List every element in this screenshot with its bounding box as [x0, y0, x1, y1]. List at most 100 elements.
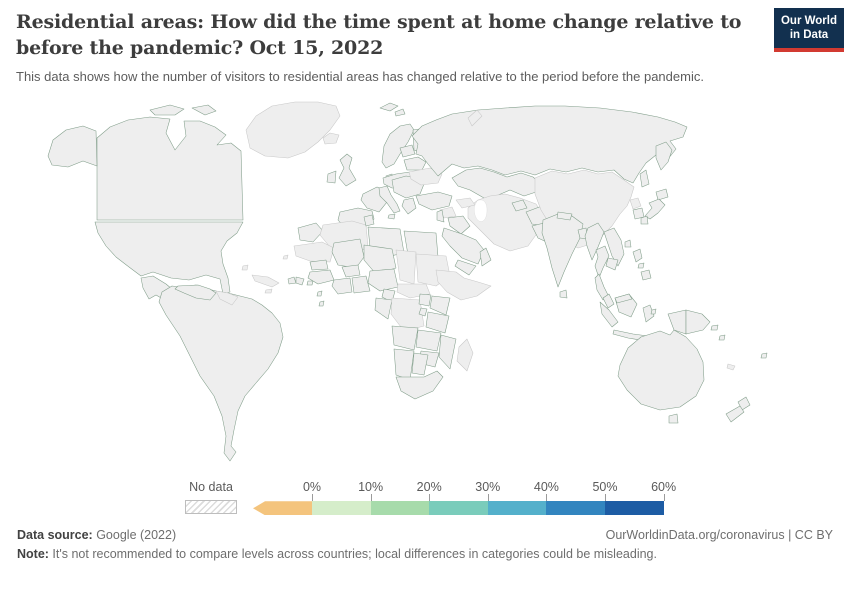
region-moluccas[interactable] — [650, 309, 657, 315]
country-cote-divoire[interactable] — [331, 278, 353, 295]
country-haiti[interactable] — [287, 277, 297, 285]
country-zambia[interactable] — [415, 330, 442, 352]
country-australia[interactable] — [617, 330, 705, 411]
region-baltics[interactable] — [399, 145, 416, 158]
country-philippines-visayas[interactable] — [637, 263, 645, 269]
owid-logo[interactable]: Our World in Data — [774, 8, 844, 52]
country-turkey[interactable] — [415, 192, 453, 211]
region-kyrgyzstan-tajikistan[interactable] — [511, 200, 528, 212]
country-venezuela[interactable] — [174, 285, 217, 301]
country-botswana[interactable] — [411, 353, 429, 376]
region-sakhalin[interactable] — [639, 170, 650, 188]
country-oman[interactable] — [479, 248, 492, 267]
country-japan-hokkaido[interactable] — [655, 189, 669, 201]
country-puerto-rico[interactable] — [306, 281, 314, 286]
country-nigeria[interactable] — [367, 269, 399, 292]
country-jamaica[interactable] — [264, 289, 273, 294]
country-ireland[interactable] — [326, 171, 337, 184]
country-kenya[interactable] — [429, 296, 451, 316]
legend-bin-below0[interactable] — [253, 501, 312, 516]
legend-bin-40to50[interactable] — [546, 501, 605, 516]
region-west-papua[interactable] — [667, 310, 687, 335]
country-south-africa[interactable] — [395, 371, 444, 400]
owid-link[interactable]: OurWorldinData.org/coronavirus | CC BY — [605, 528, 833, 543]
region-gabon-congo[interactable] — [374, 298, 393, 320]
legend-bin-10to20[interactable] — [370, 501, 430, 516]
country-uganda[interactable] — [418, 294, 432, 307]
region-svalbard[interactable] — [379, 103, 406, 117]
region-levant[interactable] — [436, 210, 445, 223]
country-philippines-luzon[interactable] — [632, 249, 643, 263]
country-cambodia[interactable] — [605, 258, 619, 271]
country-nepal[interactable] — [556, 212, 573, 221]
country-tanzania[interactable] — [425, 312, 450, 334]
country-north-korea[interactable] — [629, 198, 642, 210]
region-tasmania[interactable] — [668, 414, 679, 424]
region-malaysia-borneo[interactable] — [614, 294, 633, 304]
country-philippines-mindanao[interactable] — [640, 270, 652, 281]
country-dominican-republic[interactable] — [295, 277, 305, 286]
country-yemen[interactable] — [454, 260, 477, 276]
country-angola[interactable] — [391, 326, 419, 351]
country-papua-new-guinea[interactable] — [685, 310, 711, 335]
country-canada[interactable] — [96, 117, 244, 221]
country-greece[interactable] — [401, 198, 417, 215]
region-laos-vietnam[interactable] — [603, 228, 625, 267]
legend-no-data-swatch[interactable] — [185, 500, 237, 515]
country-solomon-islands[interactable] — [718, 335, 726, 341]
country-italy-sicily[interactable] — [387, 214, 396, 220]
country-saudi-arabia[interactable] — [441, 228, 485, 265]
region-guyanas[interactable] — [215, 291, 239, 306]
country-new-zealand-south[interactable] — [725, 406, 745, 423]
country-malaysia[interactable] — [602, 294, 615, 309]
region-south-america[interactable] — [158, 285, 284, 462]
country-burkina-faso[interactable] — [341, 265, 361, 278]
country-namibia[interactable] — [393, 349, 415, 381]
country-chad[interactable] — [395, 250, 417, 285]
region-ghana-togo-benin[interactable] — [351, 276, 371, 294]
country-greenland[interactable] — [245, 102, 341, 159]
region-novaya-zemlya[interactable] — [467, 110, 483, 127]
legend-bin-0to10[interactable] — [312, 501, 371, 516]
country-morocco[interactable] — [297, 223, 324, 243]
country-italy[interactable] — [378, 186, 401, 214]
region-new-britain[interactable] — [710, 325, 719, 331]
country-fiji[interactable] — [760, 353, 768, 359]
country-thailand[interactable] — [594, 246, 610, 279]
region-lesser-antilles[interactable] — [316, 291, 325, 307]
country-mali[interactable] — [331, 239, 365, 269]
country-myanmar[interactable] — [584, 223, 605, 261]
country-india[interactable] — [541, 214, 584, 288]
country-taiwan[interactable] — [624, 240, 632, 248]
country-iceland[interactable] — [322, 133, 340, 145]
country-canada-arctic-islands[interactable] — [149, 105, 217, 116]
country-united-kingdom[interactable] — [338, 154, 357, 187]
country-ukraine[interactable] — [408, 168, 443, 186]
country-guinea[interactable] — [307, 270, 335, 285]
country-russia[interactable] — [411, 106, 688, 184]
country-sri-lanka[interactable] — [559, 290, 568, 299]
region-western-sahara-mauritania[interactable] — [293, 242, 335, 263]
country-japan-kyushu[interactable] — [640, 216, 649, 225]
region-ethiopia-somalia[interactable] — [435, 270, 492, 301]
region-malawi-mozambique[interactable] — [438, 335, 457, 370]
legend-bin-20to30[interactable] — [429, 501, 488, 516]
country-belarus[interactable] — [403, 157, 427, 171]
region-kamchatka[interactable] — [655, 142, 673, 171]
legend-bin-50to60[interactable] — [604, 501, 664, 516]
country-bahamas[interactable] — [241, 265, 249, 271]
country-madagascar[interactable] — [456, 339, 474, 372]
country-united-states[interactable] — [94, 222, 244, 295]
country-tunisia[interactable] — [363, 215, 375, 227]
region-rwanda-burundi[interactable] — [418, 308, 428, 317]
region-new-caledonia[interactable] — [726, 364, 736, 371]
country-iraq[interactable] — [447, 216, 471, 235]
region-sumatra[interactable] — [599, 302, 619, 328]
legend-bin-30to40[interactable] — [487, 501, 547, 516]
country-japan-honshu[interactable] — [644, 199, 666, 220]
country-senegal[interactable] — [309, 260, 329, 271]
country-alaska[interactable] — [47, 126, 98, 168]
country-cuba[interactable] — [251, 275, 280, 288]
country-cape-verde[interactable] — [282, 255, 289, 260]
region-sulawesi[interactable] — [642, 305, 655, 323]
